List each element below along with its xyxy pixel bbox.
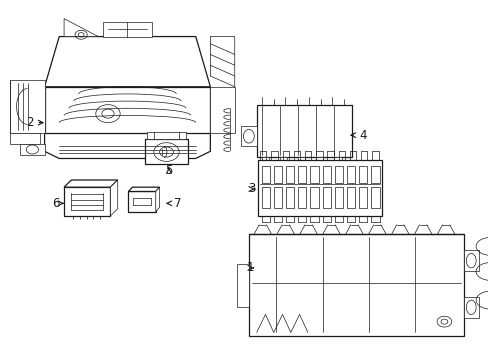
Polygon shape xyxy=(64,180,118,187)
Text: 3: 3 xyxy=(248,183,255,195)
Polygon shape xyxy=(273,166,282,183)
Polygon shape xyxy=(322,187,330,207)
Polygon shape xyxy=(20,144,44,155)
Polygon shape xyxy=(346,187,354,207)
Polygon shape xyxy=(370,187,379,207)
Polygon shape xyxy=(210,87,234,134)
Text: 5: 5 xyxy=(165,164,172,177)
Polygon shape xyxy=(285,187,294,207)
Polygon shape xyxy=(298,187,306,207)
Polygon shape xyxy=(249,234,463,336)
Text: 4: 4 xyxy=(350,129,366,142)
Polygon shape xyxy=(144,139,188,164)
Polygon shape xyxy=(156,187,159,212)
Polygon shape xyxy=(285,166,294,183)
Text: 7: 7 xyxy=(167,197,181,210)
Polygon shape xyxy=(370,166,379,183)
Polygon shape xyxy=(463,297,478,318)
Polygon shape xyxy=(310,187,318,207)
Polygon shape xyxy=(103,22,152,37)
Polygon shape xyxy=(334,187,342,207)
Polygon shape xyxy=(241,126,256,146)
Polygon shape xyxy=(463,250,478,271)
Polygon shape xyxy=(64,19,98,37)
Polygon shape xyxy=(273,187,282,207)
Polygon shape xyxy=(261,166,269,183)
Polygon shape xyxy=(298,166,306,183)
Polygon shape xyxy=(358,166,366,183)
Polygon shape xyxy=(279,157,287,165)
Polygon shape xyxy=(346,166,354,183)
Polygon shape xyxy=(310,166,318,183)
Polygon shape xyxy=(128,187,159,192)
Polygon shape xyxy=(210,37,234,87)
Polygon shape xyxy=(322,166,330,183)
Polygon shape xyxy=(261,187,269,207)
Polygon shape xyxy=(110,180,118,216)
Polygon shape xyxy=(257,160,381,216)
Polygon shape xyxy=(297,157,305,165)
Polygon shape xyxy=(10,134,40,144)
Polygon shape xyxy=(256,105,351,157)
Text: 1: 1 xyxy=(246,261,254,274)
Polygon shape xyxy=(358,187,366,207)
Polygon shape xyxy=(44,87,210,134)
Polygon shape xyxy=(128,192,156,212)
Polygon shape xyxy=(64,187,110,216)
Polygon shape xyxy=(261,157,269,165)
Polygon shape xyxy=(44,37,210,87)
Polygon shape xyxy=(237,264,249,307)
Text: 6: 6 xyxy=(52,197,63,210)
Polygon shape xyxy=(147,132,185,139)
Polygon shape xyxy=(10,80,44,134)
Polygon shape xyxy=(334,166,342,183)
Polygon shape xyxy=(44,134,210,158)
Polygon shape xyxy=(315,157,323,165)
Text: 2: 2 xyxy=(26,116,43,129)
Polygon shape xyxy=(333,157,341,165)
